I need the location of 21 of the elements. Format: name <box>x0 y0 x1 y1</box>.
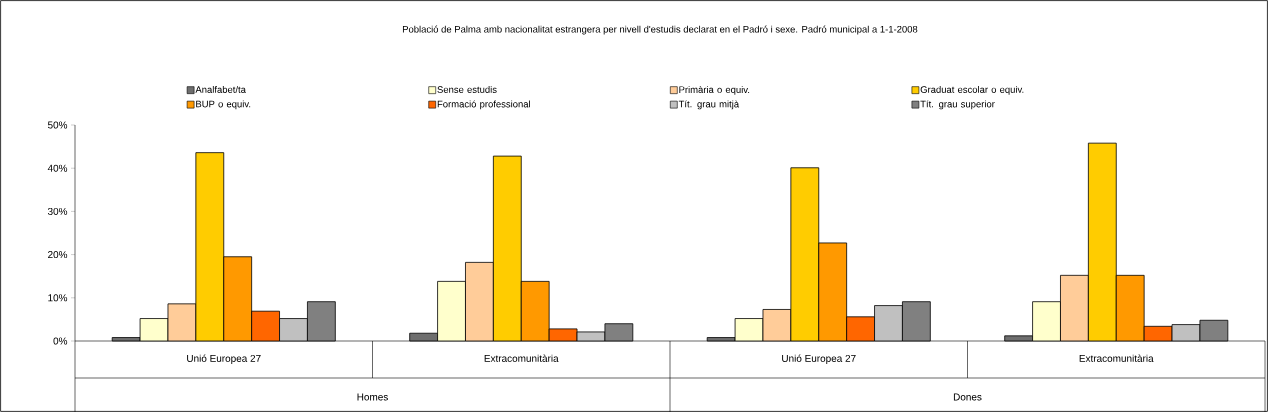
legend-label: Sense estudis <box>437 85 497 93</box>
text: Homes <box>357 393 388 401</box>
y-tick-label: 20% <box>48 251 68 259</box>
y-tick-label: 10% <box>48 294 68 302</box>
legend-label: Analfabet/ta <box>195 85 246 93</box>
y-tick-label: 0% <box>53 337 68 345</box>
legend-label: Tít. grau superior <box>920 100 995 110</box>
legend-label: Tít. grau mitjà <box>678 100 740 110</box>
legend-label: Primària o equiv. <box>679 85 750 95</box>
y-tick-label: 50% <box>47 121 68 129</box>
legend-label: Graduat escolar o equiv. <box>920 85 1024 95</box>
x-tick-label: Unió Europea 27 <box>782 354 856 364</box>
y-tick-label: 40% <box>47 164 68 172</box>
y-tick-label: 30% <box>47 207 68 215</box>
x-tick-label: Extracomunitària <box>484 354 559 362</box>
legend-label: Formació professional <box>437 100 530 110</box>
x-tick-label: Unió Europea 27 <box>187 354 261 364</box>
chart-title: Població de Palma amb nacionalitat estrangera per nivell d'estudis declarat en el Padró i sexe. Padró municipal a 1-1-2008 <box>402 25 918 35</box>
text: Dones <box>953 393 982 401</box>
legend-label: BUP o equiv. <box>196 100 251 110</box>
x-tick-label: Extracomunitària <box>1079 354 1154 362</box>
